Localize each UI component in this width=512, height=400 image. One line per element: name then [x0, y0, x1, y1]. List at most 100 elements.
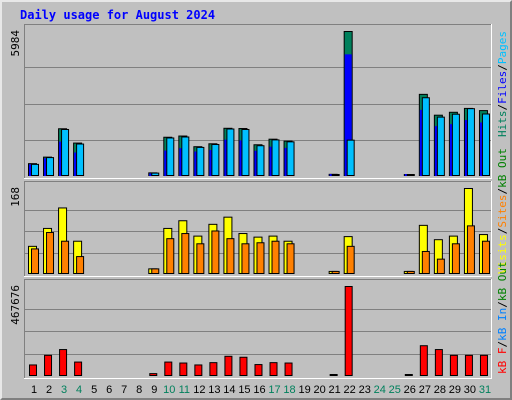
bar-pages-day-17: [271, 139, 280, 177]
bar-sites-day-16: [256, 242, 265, 274]
bar-kbf-day-21: [329, 374, 338, 376]
x-label-day-20: 20: [313, 384, 325, 396]
bar-sites-day-1: [31, 248, 39, 274]
bar-pages-day-27: [421, 97, 430, 176]
bar-kbf-day-18: [284, 362, 293, 377]
bar-sites-day-10: [166, 238, 175, 275]
x-label-day-25: 25: [389, 384, 401, 396]
bar-kbf-day-1: [29, 364, 37, 377]
bar-files-day-22: [344, 54, 352, 176]
x-label-day-5: 5: [91, 384, 97, 396]
bar-sites-day-4: [76, 256, 85, 274]
bar-pages-day-13: [211, 144, 220, 177]
legend-item-4: Pages: [496, 31, 509, 64]
legend-item-0: Visits: [496, 234, 509, 274]
bar-sites-day-11: [181, 233, 190, 275]
bar-pages-day-28: [436, 116, 445, 176]
y-max-label-middle: 168: [9, 187, 22, 207]
legend-item-4: kB Out: [496, 261, 509, 301]
bar-kbf-day-26: [404, 374, 413, 376]
x-label-day-16: 16: [253, 384, 265, 396]
bar-kbf-day-16: [254, 364, 263, 377]
x-label-day-9: 9: [151, 384, 157, 396]
plot-area-bottom: [24, 279, 492, 379]
x-label-day-17: 17: [268, 384, 280, 396]
x-label-day-23: 23: [359, 384, 371, 396]
bar-kbf-day-22: [344, 286, 353, 376]
x-label-day-28: 28: [434, 384, 446, 396]
legend-item-2: kB In: [496, 308, 509, 341]
bar-pages-day-18: [286, 141, 295, 176]
x-label-day-30: 30: [464, 384, 476, 396]
bar-sites-day-27: [421, 250, 430, 274]
bar-pages-day-14: [226, 128, 235, 176]
legend-item-0: kB F: [496, 348, 509, 375]
bar-pages-day-26: [406, 174, 415, 176]
bar-sites-day-3: [61, 240, 70, 275]
legend-item-0: Hits: [496, 111, 509, 138]
bar-pages-day-30: [466, 108, 475, 176]
y-max-label-top: 5984: [9, 30, 22, 57]
bar-kbf-day-13: [209, 362, 218, 377]
bar-pages-day-16: [256, 145, 265, 177]
bar-pages-day-22: [346, 139, 355, 176]
x-label-day-27: 27: [419, 384, 431, 396]
x-label-day-10: 10: [163, 384, 175, 396]
x-label-day-1: 1: [31, 384, 37, 396]
bar-sites-day-13: [211, 230, 220, 275]
bar-kbf-day-11: [179, 362, 188, 377]
bar-pages-day-29: [451, 113, 460, 176]
y-max-label-bottom: 467676: [9, 285, 22, 325]
legend-item-1: /: [496, 104, 509, 111]
bar-pages-day-10: [166, 137, 175, 176]
x-label-day-13: 13: [208, 384, 220, 396]
legend-item-2: Files: [496, 71, 509, 104]
legend-item-1: /: [496, 228, 509, 235]
x-label-day-3: 3: [61, 384, 67, 396]
bar-kbf-day-9: [149, 373, 158, 376]
bar-kbf-day-12: [194, 364, 203, 377]
bar-kbf-day-30: [464, 354, 473, 377]
x-label-day-22: 22: [344, 384, 356, 396]
bar-pages-day-15: [241, 128, 250, 176]
bar-sites-day-31: [481, 240, 490, 275]
legend-top: Hits/Files/Pages: [496, 31, 509, 137]
bar-kbf-day-14: [224, 355, 233, 376]
x-label-day-6: 6: [106, 384, 112, 396]
chart-title: Daily usage for August 2024: [20, 8, 216, 22]
bar-pages-day-2: [46, 157, 55, 176]
bar-kbf-day-4: [74, 361, 83, 376]
bar-kbf-day-3: [59, 349, 68, 376]
bar-sites-day-28: [436, 258, 445, 274]
x-label-day-15: 15: [238, 384, 250, 396]
bar-sites-day-2: [46, 232, 55, 274]
x-label-day-26: 26: [404, 384, 416, 396]
bar-kbf-day-15: [239, 356, 248, 377]
x-label-day-4: 4: [76, 384, 82, 396]
bar-sites-day-29: [451, 243, 460, 275]
legend-middle: Visits/Sites/kB Out: [496, 148, 509, 274]
bar-sites-day-18: [286, 243, 295, 275]
bar-sites-day-14: [226, 238, 235, 275]
bar-pages-day-21: [331, 174, 340, 176]
legend-item-1: /: [496, 341, 509, 348]
bar-sites-day-12: [196, 243, 205, 275]
bar-pages-day-4: [76, 143, 85, 176]
x-label-day-2: 2: [46, 384, 52, 396]
bar-kbf-day-27: [419, 345, 428, 376]
bar-pages-day-12: [196, 146, 205, 176]
x-label-day-12: 12: [193, 384, 205, 396]
legend-item-4: kB Out: [496, 148, 509, 188]
bar-kbf-day-17: [269, 362, 278, 377]
bar-sites-day-30: [466, 225, 475, 274]
x-label-day-14: 14: [223, 384, 235, 396]
legend-item-3: /: [496, 301, 509, 308]
x-label-day-31: 31: [479, 384, 491, 396]
x-label-day-19: 19: [298, 384, 310, 396]
x-label-day-8: 8: [136, 384, 142, 396]
bar-pages-day-3: [61, 128, 70, 176]
bar-sites-day-9: [151, 268, 160, 275]
x-label-day-18: 18: [283, 384, 295, 396]
bar-kbf-day-29: [449, 354, 458, 377]
